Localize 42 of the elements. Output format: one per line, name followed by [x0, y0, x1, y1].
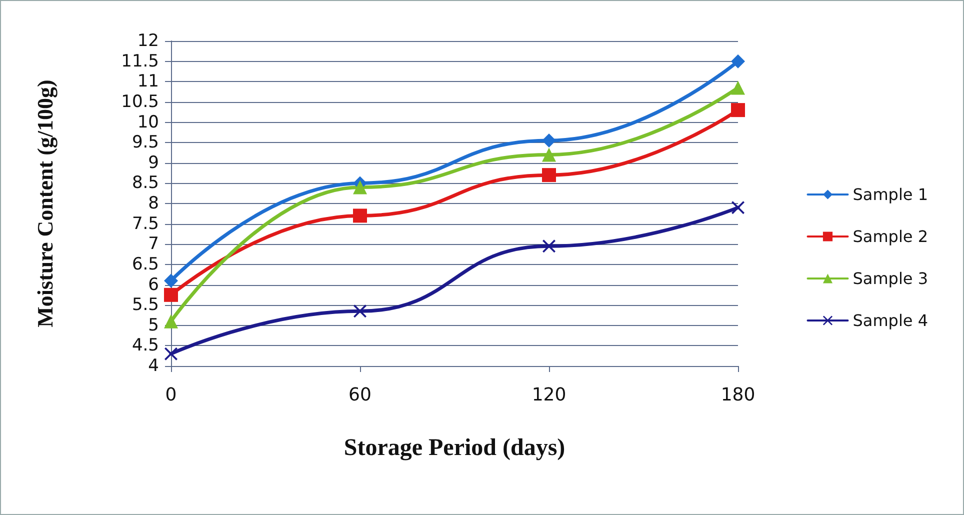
y-tick-label: 10 [137, 112, 159, 132]
legend-label: Sample 4 [852, 311, 928, 330]
x-tick-label: 0 [165, 384, 177, 406]
y-tick-label: 4 [148, 356, 159, 376]
x-tick-label: 180 [720, 384, 756, 406]
point [731, 103, 745, 118]
y-tick-label: 9.5 [132, 132, 159, 153]
point [353, 180, 367, 194]
y-tick-label: 5 [148, 315, 159, 336]
y-tick-label: 6.5 [132, 254, 159, 274]
y-axis-title: Moisture Content (g/100g) [32, 80, 58, 328]
legend-label: Sample 2 [852, 227, 928, 246]
point [354, 304, 366, 318]
point [542, 168, 556, 182]
y-tick-label: 11 [137, 72, 159, 92]
point [353, 208, 367, 223]
point [542, 240, 556, 253]
point [164, 274, 178, 288]
point [164, 347, 178, 360]
legend-label: Sample 1 [852, 185, 928, 204]
y-tick-label: 12 [137, 31, 159, 51]
point [731, 54, 745, 68]
y-tick-label: 5.5 [132, 295, 159, 316]
point [542, 134, 556, 148]
y-tick-label: 7.5 [132, 214, 159, 234]
legend-label: Sample 3 [852, 269, 928, 288]
x-tick-label: 60 [348, 384, 372, 406]
y-tick-label: 7 [148, 234, 159, 254]
y-tick-label: 10.5 [121, 92, 159, 112]
y-tick-label: 8.5 [132, 173, 159, 194]
y-tick-label: 8 [148, 194, 159, 214]
y-tick-label: 11.5 [121, 51, 159, 72]
y-tick-label: 6 [148, 274, 159, 295]
x-axis-title: Storage Period (days) [344, 435, 566, 461]
point [542, 148, 556, 162]
point [164, 288, 178, 302]
y-tick-label: 4.5 [132, 336, 159, 356]
point [732, 201, 744, 214]
point [164, 314, 178, 328]
point [731, 80, 745, 95]
x-tick-label: 120 [532, 384, 566, 406]
y-tick-label: 9 [148, 152, 159, 173]
